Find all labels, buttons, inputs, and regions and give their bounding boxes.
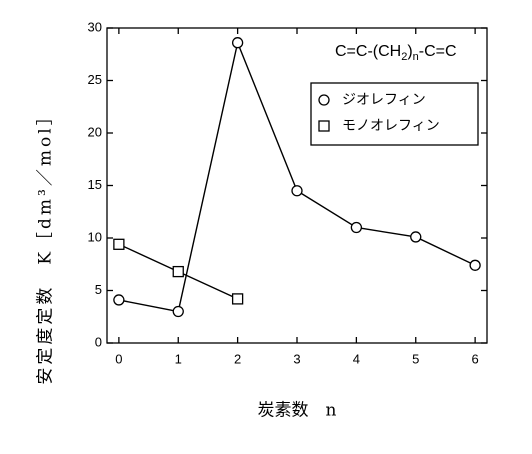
x-axis-label: 炭素数 n: [258, 401, 337, 421]
annotation-part: n: [413, 51, 419, 63]
marker: [231, 293, 244, 305]
x-tick-label: 5: [412, 351, 419, 366]
x-tick-label: 4: [353, 351, 360, 366]
y-tick-label: 0: [95, 334, 102, 349]
annotation-part: -C=C: [419, 43, 457, 60]
marker: [410, 231, 422, 243]
legend-marker: [318, 120, 330, 132]
marker: [350, 221, 363, 234]
annotation-part: ): [407, 43, 412, 60]
x-tick-label: 2: [234, 351, 241, 366]
annotation-part: 2: [401, 51, 407, 63]
y-tick-label: 25: [88, 72, 102, 87]
marker: [291, 185, 303, 197]
y-tick-label: 30: [88, 19, 102, 34]
marker: [231, 37, 244, 49]
marker: [113, 294, 125, 306]
marker: [469, 259, 481, 271]
annotation: C=C-(CH2)n-C=C: [335, 43, 457, 63]
marker: [113, 238, 125, 250]
y-tick-label: 10: [88, 229, 102, 244]
marker: [172, 305, 184, 318]
legend-box: [310, 82, 479, 146]
x-tick-label: 6: [472, 351, 479, 366]
legend-label: モノオレフィン: [342, 118, 440, 134]
x-tick-label: 3: [293, 351, 300, 366]
y-tick-label: 5: [95, 282, 102, 297]
annotation-part: C=C-(CH: [335, 43, 401, 60]
x-tick-label: 1: [175, 351, 182, 366]
y-tick-label: 20: [88, 124, 102, 139]
x-tick-label: 0: [115, 351, 122, 366]
y-tick-label: 15: [88, 177, 102, 192]
legend-label: ジオレフィン: [342, 92, 426, 108]
legend-marker: [318, 94, 330, 106]
marker: [172, 265, 184, 278]
y-axis-label: 安定度定数 K［dm³／mol］: [36, 105, 56, 384]
